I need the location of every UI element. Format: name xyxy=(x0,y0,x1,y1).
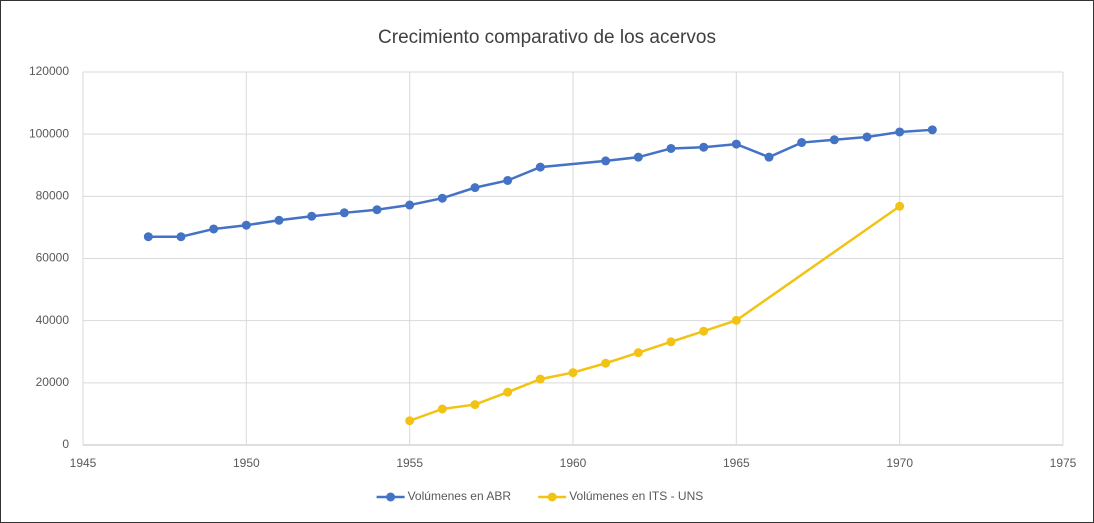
point xyxy=(862,132,872,142)
point xyxy=(535,162,545,172)
x-tick-label: 1955 xyxy=(396,456,423,470)
x-tick-label: 1945 xyxy=(70,456,97,470)
point xyxy=(405,416,415,426)
y-tick-label: 0 xyxy=(62,437,69,451)
point xyxy=(568,368,578,378)
point xyxy=(274,215,284,225)
point xyxy=(339,208,349,218)
y-tick-label: 40000 xyxy=(36,313,70,327)
point xyxy=(176,232,186,242)
point xyxy=(731,139,741,149)
legend-marker xyxy=(386,492,396,502)
point xyxy=(209,224,219,234)
series-line xyxy=(409,205,901,422)
point xyxy=(829,135,839,145)
y-tick-label: 80000 xyxy=(36,189,70,203)
point xyxy=(895,201,905,211)
y-tick-label: 60000 xyxy=(36,251,70,265)
point xyxy=(470,183,480,193)
point xyxy=(241,220,251,230)
point xyxy=(503,387,513,397)
point xyxy=(535,374,545,384)
series-line xyxy=(148,128,933,238)
point xyxy=(143,232,153,242)
x-tick-label: 1975 xyxy=(1050,456,1077,470)
point xyxy=(797,138,807,148)
point xyxy=(372,205,382,215)
point xyxy=(699,142,709,152)
x-tick-label: 1965 xyxy=(723,456,750,470)
point xyxy=(437,193,447,203)
point xyxy=(633,348,643,358)
point xyxy=(633,152,643,162)
point xyxy=(666,143,676,153)
legend-label: Volúmenes en ABR xyxy=(408,489,512,503)
x-tick-label: 1950 xyxy=(233,456,260,470)
point xyxy=(503,175,513,185)
point xyxy=(731,315,741,325)
point xyxy=(437,404,447,414)
legend-marker xyxy=(547,492,557,502)
x-tick-label: 1960 xyxy=(560,456,587,470)
point xyxy=(699,326,709,336)
point xyxy=(666,337,676,347)
y-tick-label: 20000 xyxy=(36,375,70,389)
chart-title: Crecimiento comparativo de los acervos xyxy=(378,27,716,48)
point xyxy=(470,400,480,410)
y-tick-label: 100000 xyxy=(29,126,69,140)
point xyxy=(601,358,611,368)
y-tick-label: 120000 xyxy=(29,64,69,78)
point xyxy=(601,156,611,166)
x-tick-label: 1970 xyxy=(886,456,913,470)
point xyxy=(307,211,317,221)
point xyxy=(895,127,905,137)
legend-label: Volúmenes en ITS - UNS xyxy=(569,489,703,503)
point xyxy=(927,125,937,135)
point xyxy=(405,200,415,210)
point xyxy=(764,152,774,162)
